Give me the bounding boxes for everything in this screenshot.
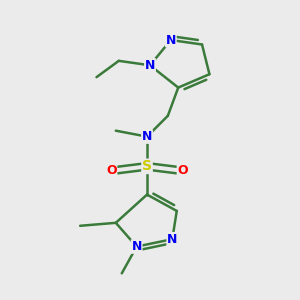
Text: N: N [145, 59, 155, 72]
Text: N: N [167, 233, 178, 246]
Text: N: N [131, 240, 142, 253]
Text: N: N [142, 130, 152, 143]
Text: O: O [106, 164, 117, 177]
Text: S: S [142, 159, 152, 173]
Text: N: N [166, 34, 176, 46]
Text: O: O [177, 164, 188, 177]
